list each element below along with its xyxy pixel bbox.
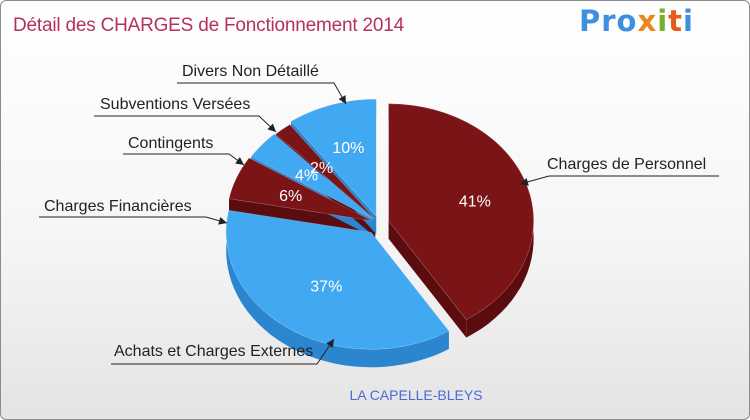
slice-value-label: 4%: [295, 168, 318, 185]
callout-line: [519, 175, 719, 185]
slice-category-label: Charges de Personnel: [547, 156, 706, 173]
callout-arrowhead: [235, 157, 244, 165]
pie-slice-contingents: [250, 133, 374, 220]
logo-part: i: [683, 4, 694, 38]
slice-value-label: 37%: [310, 279, 342, 296]
callout-arrowhead: [267, 123, 276, 132]
slice-category-label: Contingents: [128, 135, 213, 152]
slice-category-label: Divers Non Détaillé: [182, 63, 319, 80]
pie-slice-subventions-vers-es: [275, 124, 376, 220]
callout-arrowhead: [326, 339, 334, 348]
logo-part: t: [668, 4, 684, 38]
callout-arrowhead: [338, 95, 346, 104]
logo-part: i: [657, 4, 669, 38]
slice-side: [226, 210, 449, 368]
callout-arrowhead: [520, 178, 529, 186]
callout-line: [111, 338, 335, 365]
callout-line: [177, 82, 347, 105]
pie-slice-charges-financi-res: [228, 157, 372, 221]
logo-part: Pro: [579, 4, 638, 38]
slice-cut-wall: [388, 220, 467, 338]
slice-category-label: Subventions Versées: [100, 96, 250, 113]
chart-title: Détail des CHARGES de Fonctionnement 201…: [13, 15, 405, 36]
callout-arrowhead: [218, 217, 227, 225]
slice-category-label: Charges Financières: [44, 198, 192, 215]
callout-line: [39, 216, 228, 224]
callout-line: [94, 115, 277, 133]
pie-slice-divers-non-d-taill-: [290, 98, 377, 217]
callout-line: [123, 153, 245, 166]
logo-part: x: [637, 4, 658, 38]
slice-value-label: 6%: [279, 188, 302, 205]
pie-slice-achats-et-charges-externes: [225, 209, 450, 350]
proxiti-logo: Proxiti: [579, 4, 694, 38]
commune-name: LA CAPELLE-BLEYS: [349, 387, 483, 403]
slice-value-label: 41%: [459, 194, 491, 211]
slice-value-label: 2%: [310, 160, 333, 177]
slice-value-label: 10%: [332, 140, 364, 157]
slice-category-label: Achats et Charges Externes: [114, 343, 313, 360]
pie-slice-charges-de-personnel: [388, 103, 534, 320]
